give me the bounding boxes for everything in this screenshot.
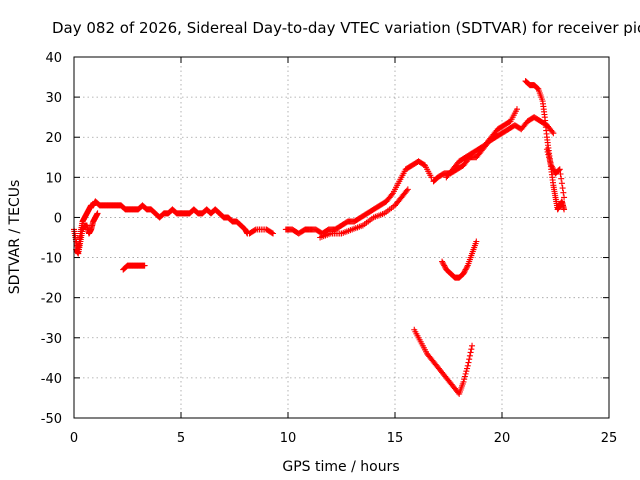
x-tick-label: 15 bbox=[387, 431, 404, 446]
data-point bbox=[546, 156, 553, 163]
data-point bbox=[550, 130, 557, 137]
data-point bbox=[559, 185, 566, 192]
data-series-11 bbox=[411, 326, 476, 397]
data-points bbox=[71, 78, 568, 397]
data-point bbox=[388, 191, 395, 198]
data-point bbox=[549, 164, 556, 171]
data-point bbox=[556, 166, 563, 173]
data-point bbox=[461, 376, 468, 383]
y-tick-label: -30 bbox=[41, 332, 62, 347]
data-point bbox=[473, 238, 480, 245]
x-tick-label: 10 bbox=[280, 431, 297, 446]
data-point bbox=[543, 146, 550, 153]
data-point bbox=[466, 352, 473, 359]
data-point bbox=[555, 167, 562, 174]
x-tick-label: 20 bbox=[494, 431, 511, 446]
data-point bbox=[548, 163, 555, 170]
data-point bbox=[465, 359, 472, 366]
data-point bbox=[464, 263, 471, 270]
x-tick-label: 25 bbox=[601, 431, 618, 446]
data-point bbox=[141, 262, 148, 269]
data-point bbox=[547, 159, 554, 166]
data-point bbox=[534, 85, 541, 92]
data-point bbox=[545, 151, 552, 158]
data-series-3 bbox=[246, 226, 277, 237]
plot-frame bbox=[73, 56, 610, 419]
data-point bbox=[94, 210, 101, 217]
data-point bbox=[463, 368, 470, 375]
data-series-0 bbox=[71, 198, 251, 253]
data-series-8 bbox=[522, 78, 568, 213]
data-point bbox=[439, 258, 446, 265]
data-point bbox=[556, 166, 563, 173]
chart-title: Day 082 of 2026, Sidereal Day-to-day VTE… bbox=[52, 19, 640, 37]
grid-lines bbox=[74, 57, 609, 418]
data-point bbox=[558, 180, 565, 187]
y-tick-label: 40 bbox=[45, 51, 62, 66]
data-point bbox=[463, 265, 470, 272]
x-tick-label: 0 bbox=[70, 431, 78, 446]
y-tick-label: 10 bbox=[45, 171, 62, 186]
data-point bbox=[466, 356, 473, 363]
y-tick-label: 30 bbox=[45, 91, 62, 106]
data-point bbox=[461, 267, 468, 274]
data-series-10 bbox=[439, 238, 480, 281]
data-point bbox=[560, 189, 567, 196]
data-point bbox=[441, 263, 448, 270]
data-point bbox=[460, 378, 467, 385]
data-point bbox=[549, 128, 556, 135]
data-point bbox=[544, 148, 551, 155]
data-point bbox=[561, 194, 568, 201]
x-axis-label: GPS time / hours bbox=[282, 459, 399, 475]
data-point bbox=[251, 227, 258, 234]
y-tick-label: -40 bbox=[41, 372, 62, 387]
data-series-5 bbox=[317, 186, 411, 241]
data-point bbox=[270, 230, 277, 237]
data-point bbox=[550, 166, 557, 173]
data-point bbox=[460, 270, 467, 277]
tick-labels: 0 5 10 15 20 25 -50 -40 -30 -20 -10 0 10 20 30 40 bbox=[41, 51, 618, 446]
data-point bbox=[469, 342, 476, 349]
data-series-1 bbox=[73, 210, 101, 257]
data-point bbox=[441, 262, 448, 269]
data-point bbox=[533, 84, 540, 91]
data-point bbox=[557, 170, 564, 177]
data-point bbox=[462, 266, 469, 273]
data-series-2 bbox=[120, 262, 148, 273]
data-point bbox=[462, 370, 469, 377]
data-point bbox=[461, 373, 468, 380]
data-point bbox=[440, 261, 447, 268]
data-point bbox=[403, 187, 410, 194]
y-tick-label: -20 bbox=[41, 292, 62, 307]
y-tick-label: 20 bbox=[45, 131, 62, 146]
data-point bbox=[548, 162, 555, 169]
data-point bbox=[268, 229, 275, 236]
data-point bbox=[464, 362, 471, 369]
data-series-4 bbox=[282, 158, 435, 237]
y-tick-label: -50 bbox=[41, 412, 62, 427]
axis-ticks bbox=[73, 56, 610, 419]
y-tick-label: 0 bbox=[54, 211, 62, 226]
data-series-9 bbox=[543, 146, 568, 201]
data-point bbox=[464, 365, 471, 372]
data-point bbox=[404, 186, 411, 193]
data-point bbox=[439, 259, 446, 266]
y-axis-label: SDTVAR / TECUs bbox=[7, 180, 23, 295]
data-point bbox=[461, 269, 468, 276]
data-point bbox=[561, 206, 568, 213]
data-point bbox=[428, 174, 435, 181]
data-point bbox=[558, 175, 565, 182]
data-point bbox=[513, 106, 520, 113]
x-tick-label: 5 bbox=[177, 431, 185, 446]
data-point bbox=[467, 349, 474, 356]
data-point bbox=[468, 346, 475, 353]
data-point bbox=[546, 154, 553, 161]
y-tick-label: -10 bbox=[41, 252, 62, 267]
data-series-7 bbox=[443, 106, 520, 181]
